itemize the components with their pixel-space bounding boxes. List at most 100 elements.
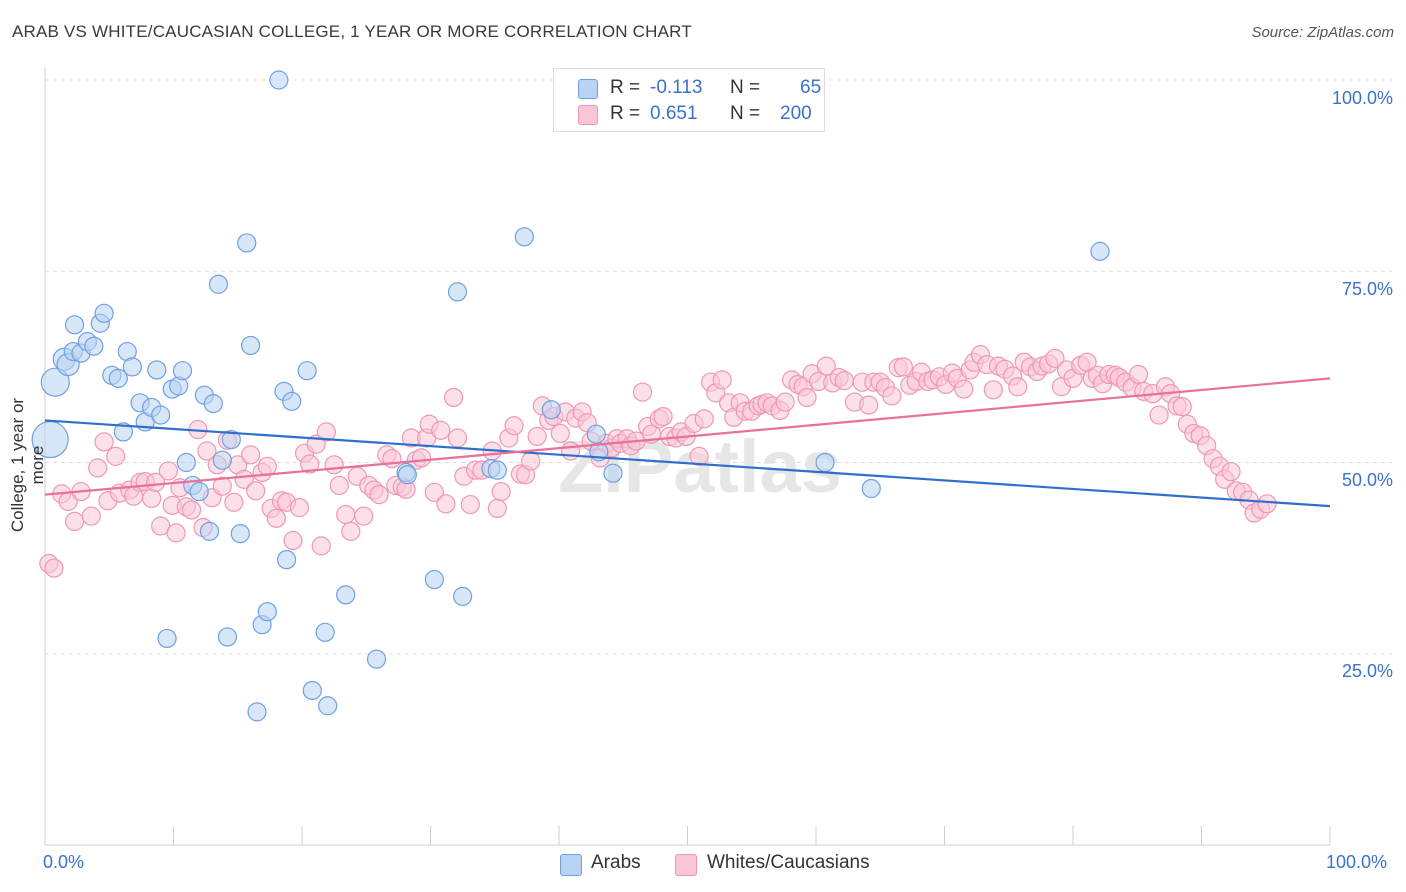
whites-point — [521, 451, 541, 471]
whites-point — [44, 558, 64, 578]
whites-point — [983, 380, 1003, 400]
whites-point — [550, 423, 570, 444]
arabs-point — [586, 424, 606, 444]
arabs-point — [172, 361, 193, 381]
whites-point — [329, 475, 349, 496]
series-arabs-points — [31, 70, 1110, 722]
bottom-legend-swatch-arabs — [560, 854, 582, 876]
whites-point — [775, 392, 795, 412]
whites-point — [142, 488, 162, 509]
arabs-point — [269, 70, 289, 90]
y-tick-label-25: 25.0% — [1341, 661, 1393, 681]
arabs-point — [424, 569, 444, 590]
whites-point — [689, 446, 709, 466]
whites-point — [212, 476, 232, 496]
arabs-point — [366, 649, 387, 669]
arabs-point — [94, 303, 114, 323]
arabs-point — [257, 602, 277, 622]
source-label: Source: ZipAtlas.com — [1251, 24, 1394, 41]
whites-point — [1008, 377, 1028, 397]
legend-r-label: R = — [610, 77, 641, 98]
whites-point — [369, 485, 389, 505]
arabs-point — [815, 452, 835, 473]
legend-r-value: 0.651 — [650, 103, 698, 124]
x-tick-label-100: 100.0% — [1326, 852, 1388, 872]
whites-point — [893, 357, 913, 377]
arabs-point — [113, 422, 133, 442]
chart-title: ARAB VS WHITE/CAUCASIAN COLLEGE, 1 YEAR … — [12, 22, 692, 41]
arabs-point — [302, 680, 322, 701]
arabs-point — [237, 233, 257, 253]
arabs-point — [297, 361, 317, 381]
whites-point — [1257, 494, 1277, 514]
whites-point — [436, 494, 456, 514]
legend-r-label: R = — [610, 103, 641, 124]
arabs-point — [336, 585, 356, 605]
arabs-point — [453, 586, 473, 606]
arabs-point — [147, 360, 167, 380]
whites-point — [444, 387, 464, 408]
whites-point — [224, 492, 244, 512]
arabs-point — [603, 463, 623, 483]
whites-point — [341, 521, 361, 541]
whites-point — [197, 441, 217, 461]
whites-trend-line — [44, 377, 1331, 496]
arabs-point — [189, 481, 209, 502]
bottom-legend-label-arabs: Arabs — [591, 852, 641, 873]
legend-r-value: -0.113 — [650, 77, 703, 98]
whites-point — [527, 426, 547, 447]
series-whites-points — [39, 345, 1277, 578]
x-tick-label-0: 0.0% — [43, 852, 85, 872]
whites-point — [797, 387, 817, 408]
whites-point — [816, 356, 836, 376]
whites-point — [234, 469, 254, 489]
whites-point — [1221, 462, 1241, 482]
arabs-point — [84, 336, 104, 356]
whites-point — [257, 456, 277, 476]
arabs-point — [212, 450, 232, 470]
legend-n-label: N = — [730, 77, 761, 98]
whites-point — [560, 441, 581, 461]
y-axis-title: College, 1 year or more — [8, 397, 47, 533]
whites-point — [94, 432, 114, 452]
arabs-point — [397, 465, 417, 485]
whites-point — [382, 449, 402, 469]
whites-point — [266, 508, 286, 528]
arabs-point — [541, 400, 561, 420]
whites-point — [447, 428, 468, 448]
whites-point — [424, 482, 444, 502]
whites-point — [1128, 364, 1149, 385]
whites-point — [311, 536, 331, 556]
legend: R = -0.113 N = 65 R = 0.651 N = 200 — [553, 68, 825, 132]
whites-point — [859, 395, 879, 415]
whites-point — [1149, 405, 1169, 425]
whites-point — [158, 461, 178, 481]
whites-point — [882, 386, 902, 406]
whites-point — [491, 481, 511, 502]
whites-point — [460, 494, 480, 515]
legend-swatch-whites — [578, 105, 598, 125]
whites-point — [336, 504, 356, 525]
whites-point — [316, 422, 337, 442]
arabs-trend-line — [44, 419, 1331, 508]
whites-point — [1172, 397, 1192, 417]
arabs-point — [241, 335, 261, 356]
whites-point — [64, 511, 85, 532]
whites-point — [653, 407, 673, 427]
arabs-point — [514, 227, 534, 247]
arabs-point — [122, 357, 142, 377]
y-tick-label-75: 75.0% — [1341, 279, 1393, 299]
whites-point — [694, 409, 714, 429]
whites-point — [487, 498, 507, 518]
arabs-point — [203, 393, 223, 414]
whites-point — [145, 472, 166, 492]
legend-n-value: 65 — [800, 77, 822, 98]
legend-n-label: N = — [730, 103, 761, 124]
whites-point — [88, 458, 108, 478]
arabs-point — [315, 622, 335, 642]
arabs-point — [221, 429, 241, 450]
whites-point — [1045, 348, 1065, 369]
whites-point — [504, 416, 524, 436]
arabs-point — [199, 521, 220, 541]
arabs-point — [447, 282, 468, 302]
